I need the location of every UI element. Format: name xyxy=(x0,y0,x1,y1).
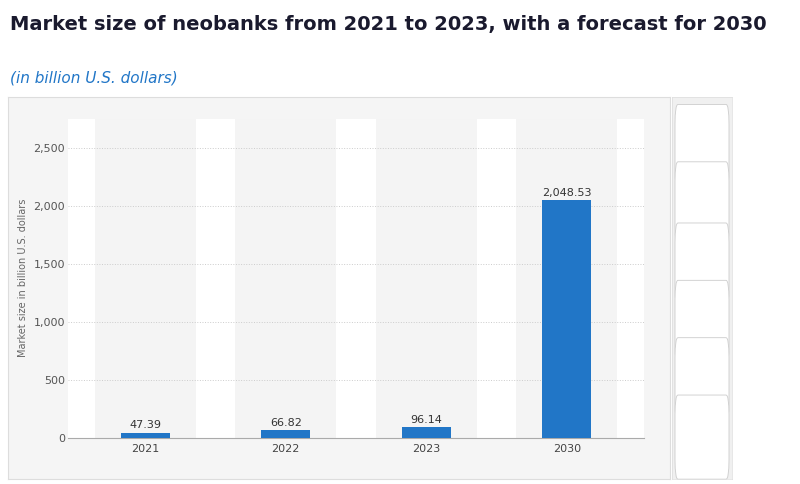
FancyBboxPatch shape xyxy=(675,395,729,479)
Text: Market size of neobanks from 2021 to 2023, with a forecast for 2030: Market size of neobanks from 2021 to 202… xyxy=(10,15,766,33)
Bar xyxy=(402,427,451,438)
Bar xyxy=(516,119,618,438)
FancyBboxPatch shape xyxy=(675,338,729,422)
FancyBboxPatch shape xyxy=(675,162,729,246)
Text: 66.82: 66.82 xyxy=(270,418,302,428)
Bar xyxy=(94,119,196,438)
Bar xyxy=(235,119,336,438)
Text: 2,048.53: 2,048.53 xyxy=(542,188,591,198)
Text: 96.14: 96.14 xyxy=(410,415,442,425)
Bar xyxy=(121,433,170,438)
FancyBboxPatch shape xyxy=(675,223,729,307)
Bar xyxy=(376,119,477,438)
FancyBboxPatch shape xyxy=(675,105,729,189)
Y-axis label: Market size in billion U.S. dollars: Market size in billion U.S. dollars xyxy=(18,199,28,358)
Text: (in billion U.S. dollars): (in billion U.S. dollars) xyxy=(10,70,178,85)
Bar xyxy=(261,430,310,438)
Bar xyxy=(542,200,591,438)
Text: 47.39: 47.39 xyxy=(130,421,162,430)
FancyBboxPatch shape xyxy=(675,280,729,364)
